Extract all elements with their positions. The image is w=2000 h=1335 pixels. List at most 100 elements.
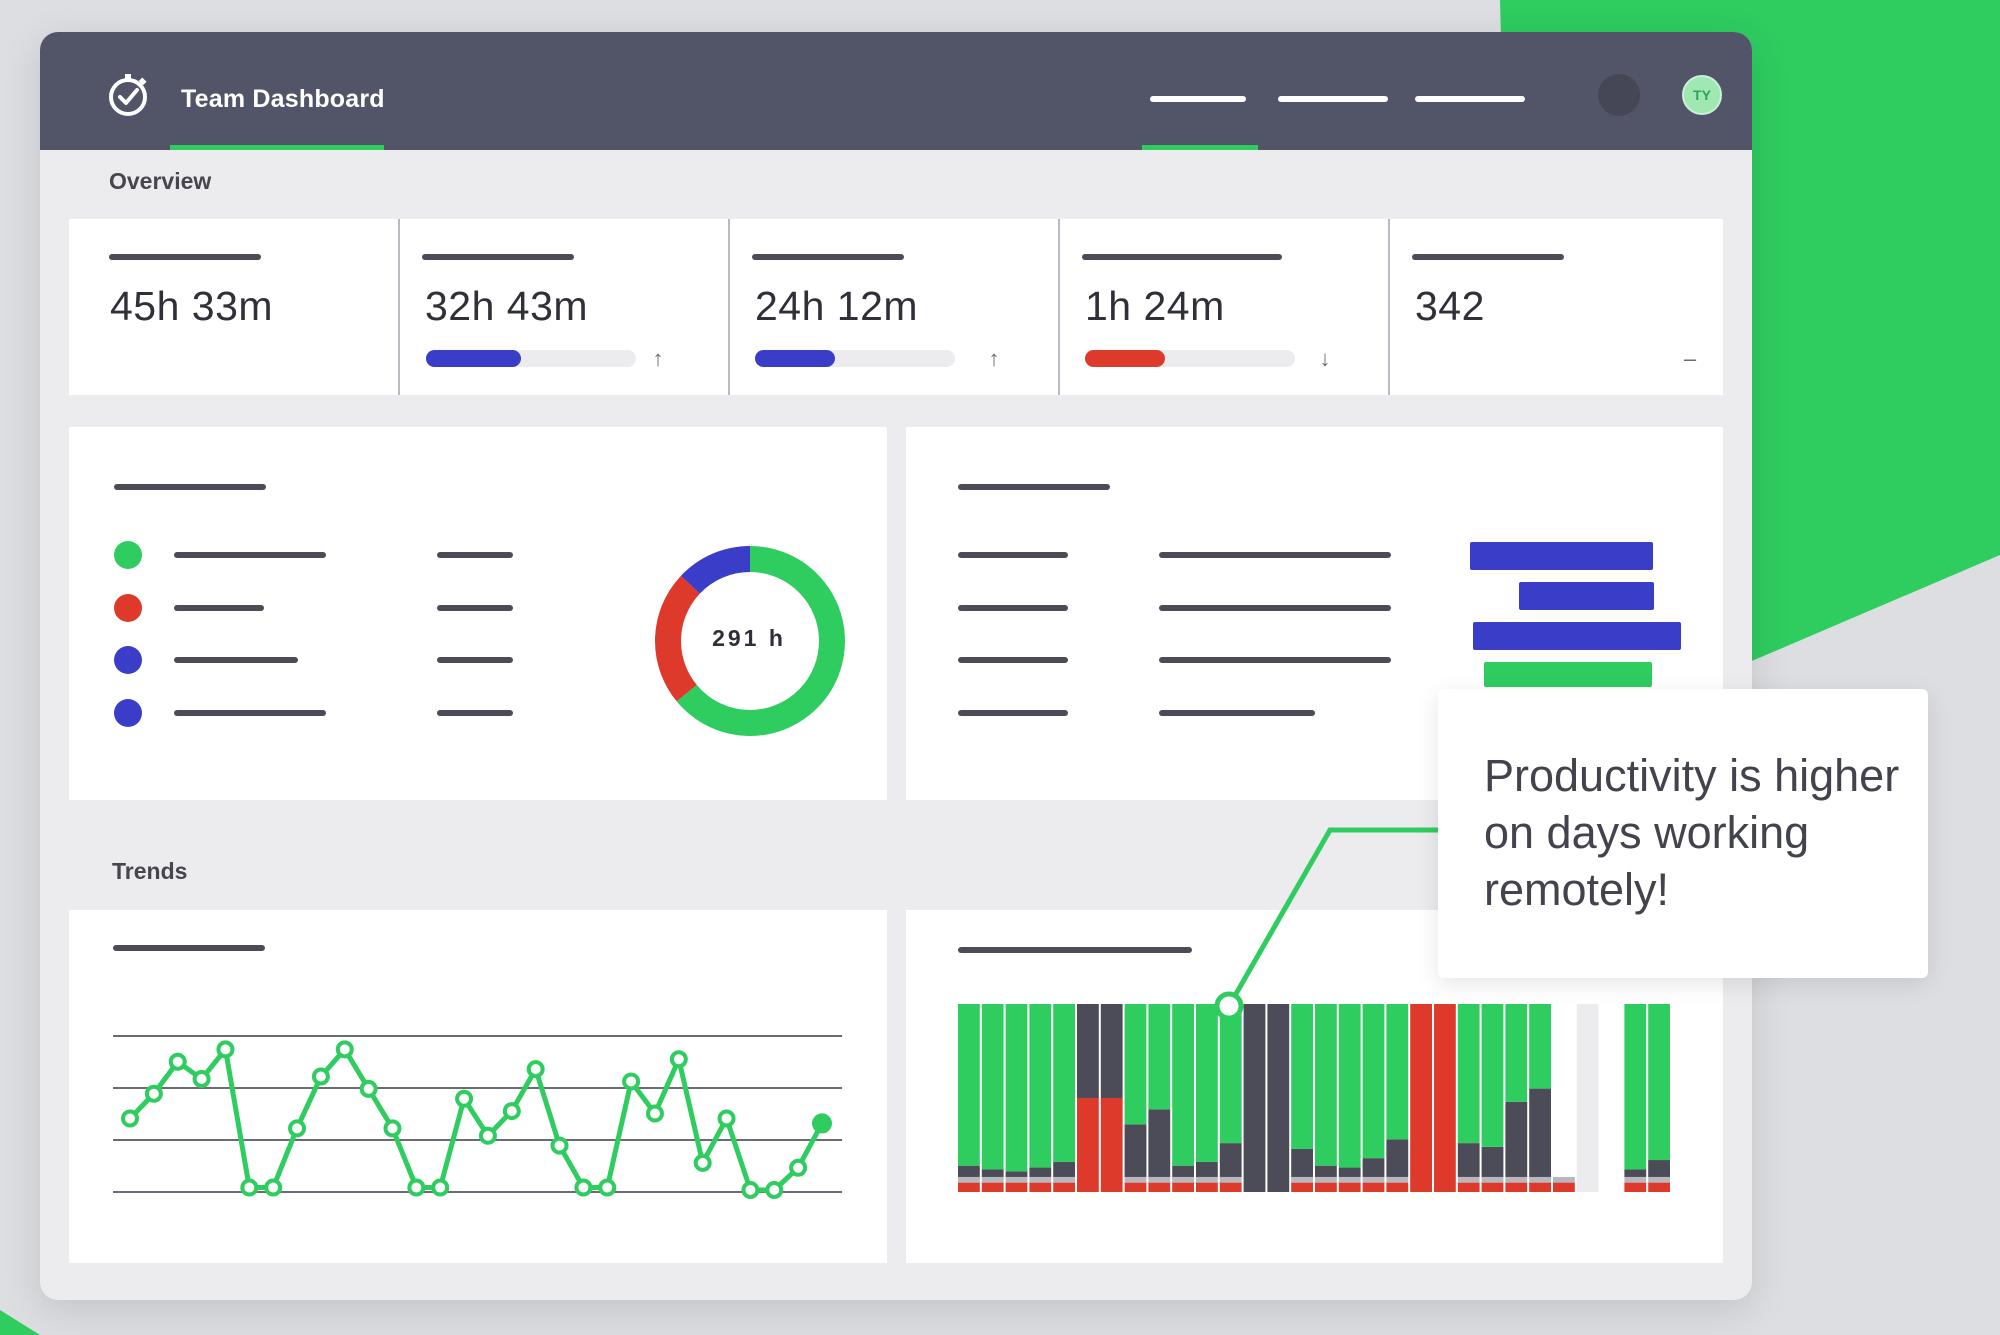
bar-segment-red[interactable] [1624, 1182, 1647, 1192]
data-point[interactable] [502, 1102, 521, 1121]
bar-segment-red[interactable] [1529, 1182, 1551, 1192]
bar-segment-green[interactable] [1005, 1004, 1028, 1172]
bar-segment-gray[interactable] [1457, 1176, 1480, 1183]
bar-segment-red[interactable] [1481, 1182, 1504, 1192]
data-point[interactable] [622, 1072, 641, 1091]
bar-segment-red[interactable] [1029, 1182, 1052, 1192]
donut-segment-red[interactable] [655, 546, 845, 736]
data-point[interactable] [335, 1040, 354, 1059]
bar-segment-dark[interactable] [1362, 1158, 1385, 1177]
bar-segment-red[interactable] [1553, 1182, 1575, 1192]
bar-segment-gray[interactable] [1386, 1176, 1409, 1183]
data-point[interactable] [550, 1136, 569, 1155]
bar-segment-dark[interactable] [1148, 1109, 1171, 1177]
bar-segment-red[interactable] [1362, 1182, 1385, 1192]
bar-segment-dark[interactable] [1315, 1165, 1337, 1177]
bar-segment-gray[interactable] [1624, 1176, 1647, 1183]
bar-segment-dark[interactable] [1196, 1161, 1218, 1177]
bar-segment-red[interactable] [1386, 1182, 1409, 1192]
bar-segment-dark[interactable] [1005, 1171, 1028, 1177]
bar-segment-gray[interactable] [1124, 1176, 1147, 1183]
bar-segment-red[interactable] [1505, 1182, 1528, 1192]
data-point[interactable] [359, 1079, 378, 1098]
stat-card-4[interactable]: 1h 24m ↓ [1060, 219, 1388, 395]
bar-segment-dark[interactable] [981, 1169, 1004, 1177]
bar-segment-green[interactable] [1219, 1004, 1242, 1144]
bar-segment-green[interactable] [958, 1004, 980, 1166]
nav-item-2[interactable] [1278, 96, 1388, 102]
check-clock-icon[interactable] [106, 74, 150, 118]
data-point[interactable] [216, 1040, 235, 1059]
stat-card-1[interactable]: 45h 33m [69, 219, 399, 395]
data-point[interactable] [741, 1181, 760, 1199]
bar-segment-green[interactable] [1338, 1004, 1361, 1168]
bar-segment-red[interactable] [1172, 1182, 1194, 1192]
bar-segment-red[interactable] [1434, 1004, 1456, 1192]
bar-segment-dark[interactable] [1457, 1143, 1480, 1177]
data-point[interactable] [192, 1070, 211, 1088]
data-point[interactable] [121, 1109, 139, 1128]
data-point[interactable] [645, 1104, 664, 1123]
data-point[interactable] [383, 1119, 402, 1138]
bar-segment-gray[interactable] [1315, 1176, 1337, 1183]
stat-card-3[interactable]: 24h 12m ↑ [730, 219, 1058, 395]
bar-segment-dark[interactable] [1386, 1139, 1409, 1177]
data-point[interactable] [455, 1089, 474, 1108]
bar-segment-red[interactable] [1100, 1098, 1123, 1192]
bar-segment-red[interactable] [1457, 1182, 1480, 1192]
bar-segment-red[interactable] [1077, 1098, 1099, 1192]
bar-segment-gray[interactable] [1648, 1176, 1670, 1183]
bar-segment-dark[interactable] [1124, 1124, 1147, 1177]
bar-segment-dark[interactable] [1053, 1161, 1075, 1177]
bar-segment-gray[interactable] [1148, 1176, 1171, 1183]
bar-segment-green[interactable] [1648, 1004, 1670, 1161]
bar-segment-gray[interactable] [1481, 1176, 1504, 1183]
bar-segment-red[interactable] [958, 1182, 980, 1192]
bar-segment-gray[interactable] [1338, 1176, 1361, 1183]
data-point[interactable] [407, 1178, 426, 1197]
stat-card-2[interactable]: 32h 43m ↑ [400, 219, 728, 395]
bar-segment-green[interactable] [1386, 1004, 1409, 1140]
avatar[interactable]: TY [1682, 75, 1722, 115]
data-point[interactable] [765, 1181, 784, 1199]
ranking-bar[interactable] [1484, 662, 1653, 687]
data-point[interactable] [240, 1178, 259, 1197]
bar-segment-gray[interactable] [1029, 1176, 1052, 1183]
bar-segment-dark[interactable] [1172, 1165, 1194, 1177]
stat-card-5[interactable]: 342 – [1390, 219, 1723, 395]
donut-chart[interactable] [650, 541, 850, 741]
ranking-bar[interactable] [1519, 582, 1655, 610]
data-point[interactable] [431, 1178, 450, 1197]
bar-segment-gray[interactable] [1219, 1176, 1242, 1183]
bar-segment-dark[interactable] [1077, 1004, 1099, 1098]
bar-segment-gray[interactable] [1005, 1176, 1028, 1183]
data-point[interactable] [812, 1113, 832, 1134]
data-point[interactable] [311, 1067, 330, 1086]
bar-segment-green[interactable] [1124, 1004, 1147, 1125]
data-point[interactable] [598, 1178, 617, 1197]
data-point[interactable] [789, 1158, 808, 1177]
data-point[interactable] [264, 1178, 283, 1197]
bar-segment-green[interactable] [1315, 1004, 1337, 1166]
data-point[interactable] [288, 1119, 307, 1138]
bar-segment-red[interactable] [1148, 1182, 1171, 1192]
bar-segment-dark[interactable] [1481, 1146, 1504, 1177]
nav-item-3[interactable] [1415, 96, 1525, 102]
bar-segment-red[interactable] [1005, 1182, 1028, 1192]
bar-segment-red[interactable] [1410, 1004, 1432, 1192]
bar-segment-dark[interactable] [1529, 1088, 1551, 1177]
bar-segment-green[interactable] [1505, 1004, 1528, 1102]
bar-segment-gray[interactable] [1576, 1004, 1599, 1192]
bar-segment-red[interactable] [1124, 1182, 1147, 1192]
bar-segment-gray[interactable] [1529, 1176, 1551, 1183]
bar-segment-dark[interactable] [1219, 1143, 1242, 1177]
bar-segment-green[interactable] [1029, 1004, 1052, 1168]
data-point[interactable] [478, 1126, 497, 1145]
bar-segment-gray[interactable] [1172, 1176, 1194, 1183]
bar-segment-green[interactable] [1196, 1004, 1218, 1162]
bar-segment-red[interactable] [1291, 1182, 1313, 1192]
bar-segment-green[interactable] [1481, 1004, 1504, 1147]
bar-segment-gray[interactable] [1196, 1176, 1218, 1183]
nav-item-1[interactable] [1150, 96, 1246, 102]
bar-segment-dark[interactable] [1648, 1160, 1670, 1177]
